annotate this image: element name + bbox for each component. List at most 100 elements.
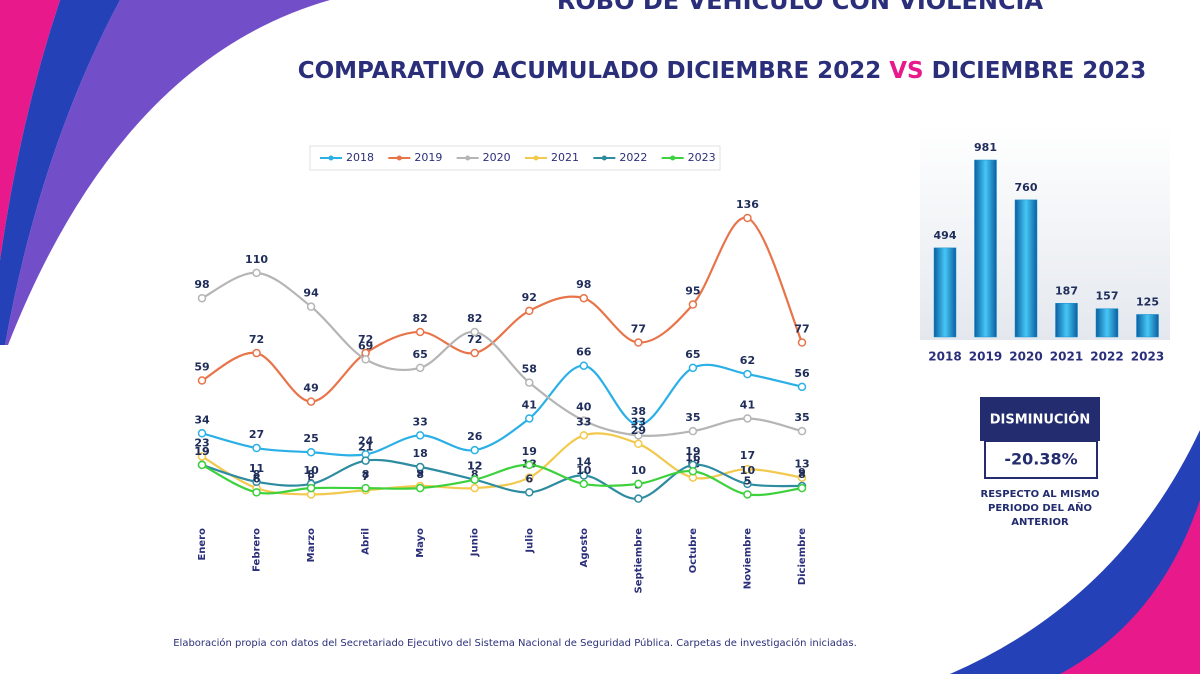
data-point	[415, 462, 425, 472]
data-label: 41	[740, 398, 755, 411]
summary-note: PERIODO DEL AÑO	[988, 501, 1092, 514]
data-point	[797, 483, 807, 493]
x-tick-label: 2023	[1131, 350, 1164, 364]
data-point	[579, 416, 589, 425]
decoration	[5, 0, 330, 345]
data-label: 8	[307, 468, 315, 481]
summary-value: -20.38%	[1004, 450, 1077, 469]
data-label: 18	[413, 447, 428, 460]
data-point	[634, 420, 643, 430]
bar	[974, 159, 997, 338]
data-label: 19	[522, 445, 537, 458]
data-label: 69	[358, 339, 373, 352]
data-label: 34	[194, 413, 210, 426]
data-label: 19	[194, 445, 209, 458]
series-line	[201, 271, 803, 437]
data-point	[470, 475, 479, 484]
data-point	[525, 414, 534, 423]
data-point	[470, 348, 479, 358]
data-point	[252, 348, 261, 358]
x-tick-label: 2018	[928, 350, 961, 364]
data-label: 56	[794, 367, 810, 380]
data-label: 10	[576, 464, 592, 477]
data-point	[197, 376, 207, 385]
data-label: 8	[471, 468, 479, 481]
data-point	[743, 213, 752, 223]
data-point	[634, 479, 643, 489]
data-point	[306, 447, 316, 457]
bar-value-label: 760	[1015, 181, 1038, 194]
data-label: 40	[576, 401, 592, 414]
bar-value-label: 157	[1096, 290, 1119, 303]
x-tick-label: 2020	[1009, 350, 1042, 364]
x-tick-label: Marzo	[306, 528, 317, 562]
data-label: 66	[576, 346, 592, 359]
data-point	[361, 483, 370, 493]
data-point	[797, 382, 807, 392]
bar	[933, 247, 957, 338]
legend-marker	[601, 155, 607, 161]
data-point	[743, 464, 752, 474]
data-point	[579, 431, 589, 440]
data-label: 19	[194, 445, 209, 458]
data-point	[525, 473, 534, 482]
data-label: 92	[522, 291, 537, 304]
data-point	[197, 452, 207, 461]
data-point	[743, 369, 752, 379]
legend-label: 2020	[483, 151, 511, 164]
data-point	[197, 460, 207, 470]
data-label: 10	[740, 464, 756, 477]
x-tick-label: Mayo	[415, 528, 426, 558]
data-label: 58	[522, 363, 537, 376]
decoration	[1060, 500, 1200, 674]
legend-label: 2018	[346, 151, 374, 164]
data-label: 77	[631, 323, 646, 336]
data-point	[579, 361, 589, 370]
data-point	[525, 306, 534, 316]
data-label: 98	[194, 278, 209, 291]
x-tick-label: Enero	[197, 528, 208, 561]
bar	[1095, 308, 1119, 338]
summary-note: ANTERIOR	[1011, 517, 1069, 528]
legend-marker	[396, 155, 402, 161]
series-line	[201, 363, 803, 457]
data-label: 9	[416, 466, 424, 479]
data-label: 49	[303, 382, 318, 395]
data-label: 82	[467, 312, 482, 325]
legend-label: 2023	[688, 151, 716, 164]
data-label: 12	[467, 460, 482, 473]
data-label: 25	[303, 432, 318, 445]
data-point	[252, 477, 261, 487]
data-point	[688, 466, 698, 476]
data-label: 6	[253, 472, 261, 485]
data-label: 110	[245, 253, 268, 266]
footer: Elaboración propia con datos del Secreta…	[173, 637, 857, 649]
data-point	[797, 473, 807, 482]
data-label: 72	[358, 333, 373, 346]
data-label: 65	[685, 348, 700, 361]
summary-heading: DISMINUCIÓN	[990, 412, 1091, 428]
x-tick-label: 2021	[1050, 350, 1083, 364]
data-point	[306, 397, 316, 406]
legend-marker	[328, 155, 334, 161]
x-tick-label: Agosto	[579, 528, 590, 568]
bar	[1055, 303, 1078, 338]
bar-value-label: 981	[974, 141, 997, 154]
data-label: 8	[798, 468, 806, 481]
data-label: 9	[798, 466, 806, 479]
series-line	[201, 216, 804, 403]
data-point	[579, 471, 589, 480]
data-point	[688, 363, 698, 373]
x-tick-label: Septiembre	[633, 528, 644, 594]
data-label: 35	[794, 411, 809, 424]
data-label: 33	[413, 415, 428, 428]
data-point	[688, 426, 698, 436]
data-label: 23	[194, 436, 209, 449]
data-label: 24	[358, 434, 374, 447]
data-point	[252, 488, 261, 497]
data-label: 13	[794, 458, 809, 471]
series-line	[201, 463, 803, 497]
data-point	[197, 429, 207, 438]
decoration	[0, 0, 60, 260]
data-label: 29	[631, 424, 646, 437]
